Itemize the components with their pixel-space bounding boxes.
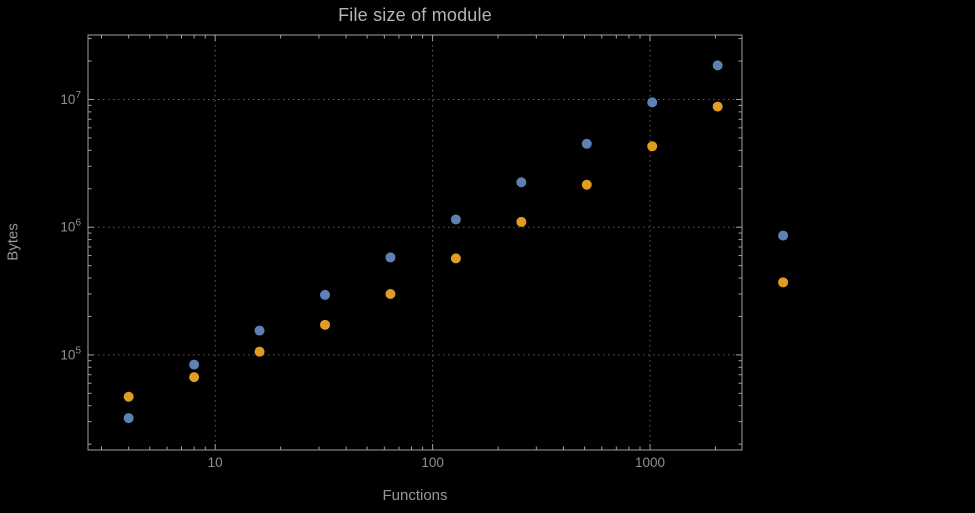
axis-ticks [88,35,742,450]
y-tick-label: 105 [60,345,81,362]
x-tick-label: 1000 [635,455,665,470]
series-1-blue-point [254,325,265,336]
data-points [123,60,789,424]
series-2-orange-point [450,253,461,264]
series-2-orange-point [712,101,723,112]
x-tick-label: 100 [421,455,444,470]
series-2-orange-point [516,216,527,227]
series-1-blue-point [778,230,789,241]
x-axis-label: Functions [382,487,448,504]
series-2-orange-point [647,141,658,152]
y-tick-label: 107 [60,90,81,107]
series-1-blue-point [712,60,723,71]
series-1-blue-point [123,413,134,424]
series-1-blue-point [516,177,527,188]
plot-frame [87,34,743,451]
x-tick-label: 10 [208,455,223,470]
series-2-orange-point [778,277,789,288]
series-2-orange-point [320,319,331,330]
series-2-orange-point [581,179,592,190]
chart-title: File size of module [338,5,492,25]
y-tick-label: 106 [60,218,81,235]
series-1-blue-point [320,289,331,300]
series-1-blue-point [385,252,396,263]
series-2-orange-point [189,372,200,383]
series-1-blue-point [450,214,461,225]
series-1-blue-point [581,138,592,149]
series-2-orange-point [254,346,265,357]
series-1-blue-point [189,359,200,370]
series-2-orange-point [123,391,134,402]
series-2-orange-point [385,288,396,299]
gridlines [88,35,742,450]
series-1-blue-point [647,97,658,108]
y-axis-label: Bytes [4,223,22,261]
frame-border [87,34,743,451]
axis-tick-labels: 10 100 1000 105 106 107 [60,90,665,470]
